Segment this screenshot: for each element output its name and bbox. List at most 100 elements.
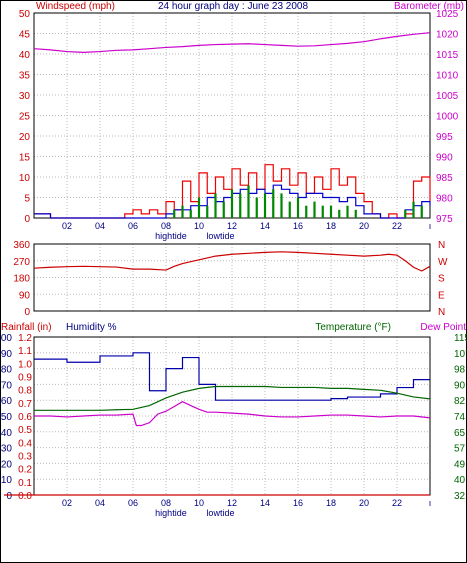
baro-right-tick-label: 1000 [436,112,459,123]
temp-x-tick-label: 08 [161,498,171,508]
baro-right-tick-label: 1010 [436,71,459,82]
temperature-axis-label: Temperature (°F) [315,322,391,333]
temp-x-tick-label: 16 [293,498,303,508]
wind-left-tick-label: 50 [19,9,31,20]
temp-series-1 [34,385,431,411]
dir-compass-label: W [438,257,448,268]
temp-annotation-lowtide: lowtide [206,508,234,518]
baro-right-tick-label: 1020 [436,30,459,41]
wind-x-tick-label: 14 [260,221,270,231]
humidity-tick-label: 20 [1,459,13,470]
dewpoint-axis-label: Dew Point [420,322,466,333]
rain-tick-label: 0.6 [18,412,32,423]
dir-left-tick-label: 90 [19,290,31,301]
rain-tick-label: 0.9 [18,373,32,384]
humidity-tick-label: 50 [1,412,13,423]
wind-left-tick-label: 30 [19,91,31,102]
baro-right-tick-label: 975 [436,214,453,225]
baro-right-tick-label: 985 [436,173,453,184]
wind-x-tick-label: 16 [293,221,303,231]
dir-left-tick-label: 360 [13,240,30,251]
temperature-tick-label: 90 [454,380,466,391]
wind-left-tick-label: 0 [24,214,30,225]
dir-compass-label: E [438,290,445,301]
temp-series-2 [34,401,431,427]
temp-x-tick-label: 18 [326,498,336,508]
wind-left-tick-label: 40 [19,50,31,61]
wind-x-tick-label: 10 [194,221,204,231]
humidity-tick-label: 100 [0,333,12,344]
wind-x-tick-label: 18 [326,221,336,231]
temp-x-tick-label: 14 [260,498,270,508]
temperature-tick-label: 57 [454,444,466,455]
humidity-tick-label: 0 [6,491,12,502]
dir-series-0 [33,251,431,272]
wind-x-tick-label: 06 [128,221,138,231]
wind-right-axis-label: Barometer (mb) [394,1,464,12]
wind-series-0 [33,32,431,53]
temp-x-tick-label: 12 [227,498,237,508]
humidity-tick-label: 30 [1,444,13,455]
temperature-tick-label: 65 [454,428,466,439]
temperature-tick-label: 115 [454,333,467,344]
baro-right-tick-label: 980 [436,194,453,205]
temperature-tick-label: 32 [454,491,466,502]
temp-x-tick-end: ı [429,498,432,508]
wind-x-tick-label: 12 [227,221,237,231]
rain-tick-label: 0.1 [18,478,32,489]
temp-x-tick-label: 10 [194,498,204,508]
temperature-tick-label: 98 [454,365,466,376]
temperature-tick-label: 49 [454,459,466,470]
rain-tick-label: 0.0 [18,491,32,502]
dir-compass-label: S [438,274,445,285]
rain-tick-label: 0.3 [18,452,32,463]
wind-annotation-hightide: hightide [155,231,187,241]
wind-x-tick-label: 22 [392,221,402,231]
baro-right-tick-label: 990 [436,153,453,164]
temp-x-tick-label: 02 [62,498,72,508]
wind-left-tick-label: 25 [19,112,31,123]
wind-left-tick-label: 10 [19,173,31,184]
dir-compass-label: N [438,240,445,251]
wind-x-tick-label: 02 [62,221,72,231]
rain-tick-label: 0.4 [18,438,32,449]
wind-left-tick-label: 15 [19,153,31,164]
rain-tick-label: 1.0 [18,359,32,370]
rain-tick-label: 0.7 [18,399,32,410]
wind-left-tick-label: 35 [19,71,31,82]
rain-tick-label: 1.1 [18,346,32,357]
rain-tick-label: 0.8 [18,386,32,397]
humidity-tick-label: 70 [1,380,13,391]
dir-plot-frame [33,243,431,312]
rain-axis-label: Rainfall (in) [1,322,52,333]
rain-tick-label: 0.2 [18,465,32,476]
humidity-tick-label: 60 [1,396,13,407]
temperature-tick-label: 107 [454,349,467,360]
temp-x-tick-label: 20 [359,498,369,508]
wind-left-tick-label: 45 [19,30,31,41]
temp-x-tick-label: 22 [392,498,402,508]
baro-right-tick-label: 1005 [436,91,459,102]
temp-x-tick-label: 06 [128,498,138,508]
temperature-tick-label: 40 [454,475,466,486]
baro-right-tick-label: 1025 [436,9,459,20]
temperature-tick-label: 74 [454,412,466,423]
humidity-tick-label: 90 [1,349,13,360]
wind-left-axis-label: Windspeed (mph) [36,1,115,12]
wind-x-tick-label: 04 [95,221,105,231]
wind-left-tick-label: 20 [19,132,31,143]
wind-x-tick-label: 08 [161,221,171,231]
baro-right-tick-label: 995 [436,132,453,143]
temp-x-tick-label: 04 [95,498,105,508]
chart-title: 24 hour graph day : June 23 2008 [158,1,309,12]
rain-tick-label: 1.2 [18,333,32,344]
humidity-tick-label: 40 [1,428,13,439]
dir-compass-label: N [438,307,445,318]
humidity-tick-label: 80 [1,365,13,376]
temp-series-0 [34,352,430,401]
temperature-tick-label: 82 [454,396,466,407]
dir-left-tick-label: 0 [24,307,30,318]
humidity-axis-label: Humidity % [66,322,117,333]
